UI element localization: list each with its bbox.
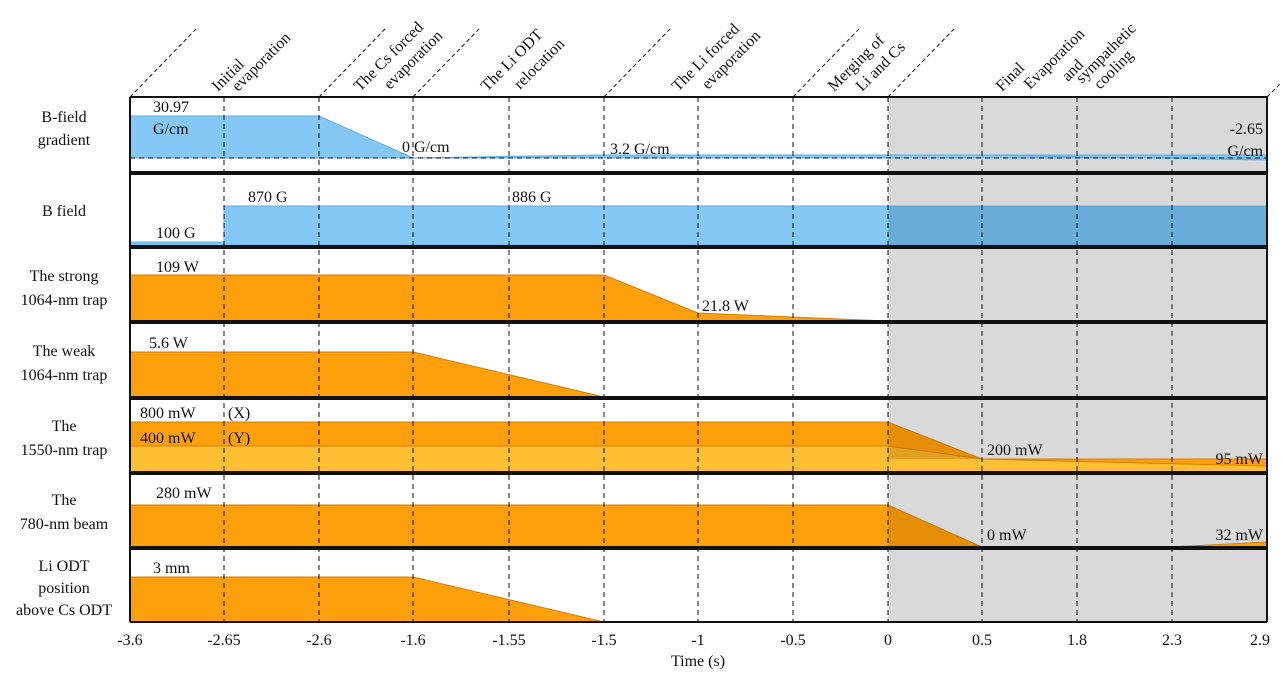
ann-bgrad-start-value: 30.97: [153, 99, 189, 116]
tick-label: 0: [884, 632, 892, 649]
tick-label: 2.3: [1162, 632, 1182, 649]
tick-label: 0.5: [972, 632, 992, 649]
ann-bfield-870: 870 G: [248, 189, 288, 206]
tick-label: -1.6: [400, 632, 425, 649]
ann-780-zero: 0 mW: [987, 527, 1027, 544]
ann-1550-y-value: 400 mW: [140, 430, 196, 447]
tick-label: -2.65: [207, 632, 240, 649]
time-gridlines: [223, 97, 1173, 622]
row-bgrad-label-2: gradient: [38, 132, 91, 149]
tick-label: 2.9: [1250, 632, 1270, 649]
phase-dividers: [129, 27, 1281, 98]
ann-weak-start: 5.6 W: [149, 335, 189, 352]
row-weak-label-1: The weak: [33, 343, 96, 360]
row-weak-trace: [129, 351, 605, 398]
ann-strong-start: 109 W: [156, 259, 200, 276]
ann-bgrad-start-unit: G/cm: [153, 121, 189, 138]
ann-780-start: 280 mW: [156, 485, 212, 502]
tick-label: -1.5: [591, 632, 616, 649]
row-1550-label-1: The: [52, 418, 77, 435]
row-strong-label-2: 1064-nm trap: [21, 292, 108, 309]
row-weak-label-2: 1064-nm trap: [21, 367, 108, 384]
ann-bfield-886: 886 G: [512, 189, 552, 206]
ann-liodt-start: 3 mm: [153, 560, 190, 577]
ann-bgrad-mid: 3.2 G/cm: [610, 141, 670, 158]
phase-final-line1: Final: [993, 59, 1029, 95]
x-axis-title: Time (s): [671, 653, 725, 670]
row-1550-label-2: 1550-nm trap: [21, 442, 108, 459]
tick-label: -0.5: [780, 632, 805, 649]
x-axis-ticks: -3.6 -2.65 -2.6 -1.6 -1.55 -1.5 -1 -0.5 …: [117, 632, 1270, 649]
phase-final-line2: Evaporation: [1021, 26, 1088, 93]
ann-bfield-100: 100 G: [156, 225, 196, 242]
ann-bgrad-zero: 0 G/cm: [402, 139, 450, 156]
ann-bgrad-end-value: -2.65: [1230, 121, 1263, 138]
phase-labels: Initial evaporation The Cs forced evapor…: [209, 19, 1140, 95]
tick-label: -2.6: [306, 632, 331, 649]
ann-bgrad-end-unit: G/cm: [1227, 143, 1263, 160]
ann-1550-x-value: 800 mW: [140, 405, 196, 422]
row-liodt-label-2: position: [38, 580, 90, 597]
annotations: 30.97 G/cm 0 G/cm 3.2 G/cm -2.65 G/cm 87…: [140, 99, 1264, 577]
ann-1550-mid: 200 mW: [987, 442, 1043, 459]
row-liodt-trace: [129, 576, 605, 623]
tick-label: -1.55: [492, 632, 525, 649]
ann-780-end: 32 mW: [1215, 527, 1263, 544]
row-labels: B-field gradient B field The strong 1064…: [16, 109, 112, 619]
row-780-label-2: 780-nm beam: [20, 516, 109, 533]
tick-label: -1: [691, 632, 704, 649]
ann-1550-x-tag: (X): [228, 405, 250, 422]
row-bfield-label-1: B field: [42, 203, 86, 220]
row-780-label-1: The: [52, 492, 77, 509]
ann-1550-y-tag: (Y): [228, 430, 250, 447]
ann-1550-end: 95 mW: [1215, 451, 1263, 468]
tick-label: -3.6: [117, 632, 142, 649]
ann-strong-end: 21.8 W: [702, 298, 750, 315]
row-bgrad-label-1: B-field: [41, 109, 86, 126]
row-liodt-label-1: Li ODT: [38, 558, 89, 575]
tick-label: 1.8: [1067, 632, 1087, 649]
row-strong-label-1: The strong: [30, 268, 99, 285]
row-liodt-label-3: above Cs ODT: [16, 602, 112, 619]
